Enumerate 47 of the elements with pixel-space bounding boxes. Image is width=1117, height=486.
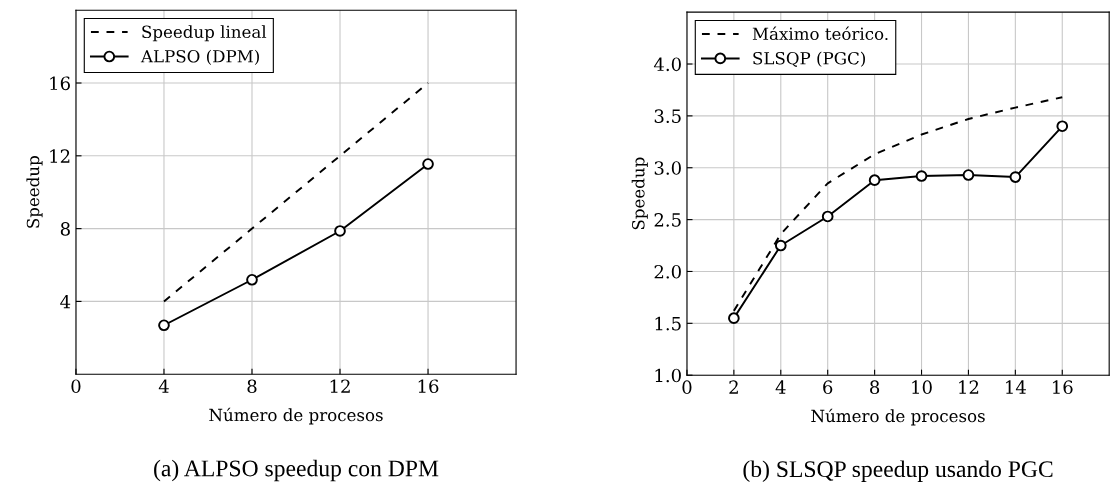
y-tick-label: 4.0 xyxy=(653,57,681,72)
y-tick-label: 12 xyxy=(50,149,70,163)
text: (b) SLSQP speedup usando PGC xyxy=(743,460,1053,482)
x-axis-title: Número de procesos xyxy=(811,408,985,426)
point xyxy=(1009,171,1022,183)
point xyxy=(1056,120,1069,133)
y-tick-label: 1.0 xyxy=(655,368,681,383)
point xyxy=(158,319,170,332)
y-tick-label: 3.0 xyxy=(654,161,681,175)
y-tick-label: 2.5 xyxy=(654,213,681,227)
point xyxy=(728,312,740,324)
point xyxy=(821,210,834,223)
point xyxy=(774,239,787,252)
x-tick-label: 16 xyxy=(418,379,439,394)
y-tick-label: 2.0 xyxy=(654,264,681,279)
x-tick-label: 8 xyxy=(247,379,257,394)
y-axis-title: Speedup xyxy=(26,156,43,228)
x-tick-label: 4 xyxy=(775,380,786,394)
x-tick-label: 4 xyxy=(158,379,169,393)
x-tick-label: 8 xyxy=(870,380,880,395)
x-tick-label: 6 xyxy=(823,380,833,395)
point xyxy=(334,225,346,237)
x-tick-label: 2 xyxy=(729,380,738,394)
legend-label: SLSQP (PGC) xyxy=(753,51,865,67)
point xyxy=(915,170,928,182)
point xyxy=(246,273,258,286)
text: (a) ALPSO speedup con DPM xyxy=(154,459,439,482)
y-tick-label: 8 xyxy=(60,222,70,236)
y-tick-label: 4 xyxy=(60,294,71,309)
x-tick-label: 0 xyxy=(682,380,692,395)
point xyxy=(962,169,975,181)
y-tick-label: 1.5 xyxy=(655,316,681,331)
x-tick-label: 12 xyxy=(959,380,979,394)
y-axis-title: Speedup xyxy=(631,157,648,230)
legend-label: ALPSO (DPM) xyxy=(140,49,259,65)
y-tick-label: 16 xyxy=(50,76,70,91)
x-tick-label: 14 xyxy=(1006,380,1026,394)
point xyxy=(868,174,881,187)
y-tick-label: 3.5 xyxy=(654,109,681,123)
x-tick-label: 10 xyxy=(912,380,932,395)
x-axis-title: Número de procesos xyxy=(209,407,383,425)
legend-label: Máximo teórico. xyxy=(752,26,888,41)
point xyxy=(422,158,434,170)
x-tick-label: 0 xyxy=(71,379,81,394)
x-tick-label: 12 xyxy=(330,379,350,393)
x-tick-label: 16 xyxy=(1052,380,1073,395)
legend-label: Speedup lineal xyxy=(142,25,267,42)
